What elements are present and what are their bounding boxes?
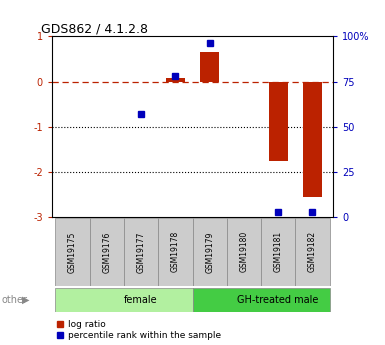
Bar (192, 288, 330, 312)
Bar (303, 81, 322, 197)
Bar (55, 218, 90, 286)
Text: female: female (124, 295, 158, 305)
Bar (295, 218, 330, 286)
Bar (269, 81, 288, 161)
Bar (55, 288, 192, 312)
Text: GSM19182: GSM19182 (308, 231, 317, 273)
Legend: log ratio, percentile rank within the sample: log ratio, percentile rank within the sa… (57, 320, 221, 340)
Text: GSM19179: GSM19179 (205, 231, 214, 273)
Bar (158, 218, 192, 286)
Bar (192, 218, 227, 286)
Text: GDS862 / 4.1.2.8: GDS862 / 4.1.2.8 (41, 22, 148, 35)
Text: GSM19178: GSM19178 (171, 231, 180, 273)
Text: GSM19177: GSM19177 (137, 231, 146, 273)
Text: GSM19180: GSM19180 (239, 231, 248, 273)
Text: GH-treated male: GH-treated male (238, 295, 319, 305)
Text: GSM19176: GSM19176 (102, 231, 111, 273)
Bar (200, 52, 219, 81)
Text: GSM19175: GSM19175 (68, 231, 77, 273)
Bar (227, 218, 261, 286)
Text: ▶: ▶ (22, 295, 30, 305)
Text: other: other (2, 295, 28, 305)
Bar (124, 218, 158, 286)
Bar (90, 218, 124, 286)
Bar (166, 78, 185, 81)
Text: GSM19181: GSM19181 (274, 231, 283, 273)
Bar (261, 218, 295, 286)
